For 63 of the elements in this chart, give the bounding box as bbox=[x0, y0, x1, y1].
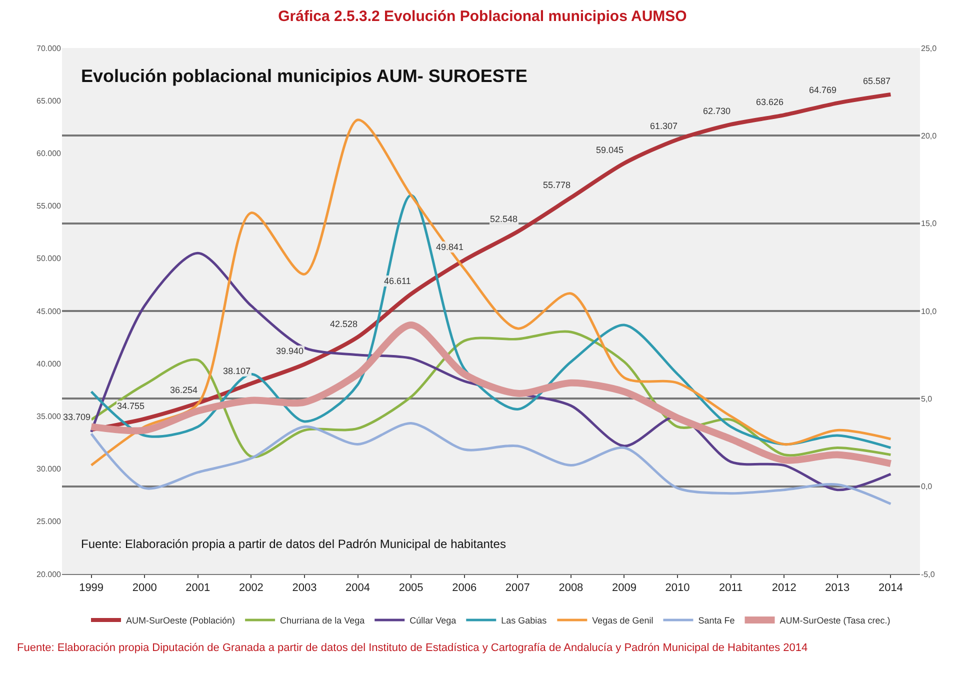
data-label: 61.307 bbox=[650, 121, 678, 131]
x-tick-label: 2003 bbox=[292, 582, 317, 594]
y2-tick-label: 10,0 bbox=[921, 306, 938, 316]
y-tick-label: 45.000 bbox=[36, 306, 62, 316]
line-series bbox=[90, 422, 892, 506]
data-label: 42.528 bbox=[330, 319, 358, 329]
y2-tick-label: 25,0 bbox=[921, 44, 938, 53]
legend-label: Santa Fe bbox=[698, 616, 735, 626]
y2-tick-label: 20,0 bbox=[921, 131, 938, 140]
data-label: 49.841 bbox=[436, 242, 464, 252]
x-tick-label: 2009 bbox=[612, 582, 636, 594]
data-label: 59.045 bbox=[596, 145, 624, 155]
x-tick-label: 2011 bbox=[718, 582, 743, 594]
y-tick-label: 55.000 bbox=[36, 202, 62, 211]
x-tick-label: 2007 bbox=[505, 582, 530, 594]
legend-label: Las Gabias bbox=[501, 616, 548, 626]
x-tick-label: 2000 bbox=[132, 582, 157, 594]
y-tick-label: 40.000 bbox=[36, 359, 62, 368]
y2-tick-label: 0,0 bbox=[921, 482, 933, 492]
data-label: 39.940 bbox=[276, 346, 304, 356]
data-label: 46.611 bbox=[384, 276, 411, 286]
legend-label: Vegas de Genil bbox=[592, 616, 654, 626]
x-tick-label: 2002 bbox=[238, 582, 264, 594]
data-label: 36.254 bbox=[170, 385, 198, 395]
x-tick-label: 2004 bbox=[346, 582, 370, 594]
y-tick-label: 35.000 bbox=[36, 412, 62, 421]
legend-label: Churriana de la Vega bbox=[280, 616, 365, 626]
y2-tick-label: -5,0 bbox=[921, 570, 936, 579]
legend-label: AUM-SurOeste (Población) bbox=[126, 616, 236, 626]
x-tick-label: 2006 bbox=[452, 582, 477, 594]
legend-label: AUM-SurOeste (Tasa crec.) bbox=[780, 616, 890, 626]
y-tick-label: 70.000 bbox=[36, 44, 62, 53]
x-tick-label: 2012 bbox=[772, 582, 796, 594]
data-label: 52.548 bbox=[490, 214, 518, 224]
data-label: 34.755 bbox=[117, 401, 145, 411]
y-tick-label: 20.000 bbox=[36, 570, 62, 579]
y-tick-label: 50.000 bbox=[36, 254, 62, 264]
data-label: 64.769 bbox=[809, 85, 837, 95]
data-label: 33.709 bbox=[63, 412, 91, 422]
y-tick-label: 30.000 bbox=[36, 464, 62, 474]
line-series bbox=[90, 118, 892, 467]
x-tick-label: 2010 bbox=[665, 582, 690, 594]
x-tick-label: 2013 bbox=[825, 582, 850, 594]
annotation: Fuente: Elaboración propia a partir de datos del Padrón Municipal de habitantes bbox=[81, 537, 506, 551]
y2-tick-label: 15,0 bbox=[921, 219, 938, 228]
y2-tick-label: 5,0 bbox=[921, 394, 933, 404]
chart-title: Gráfica 2.5.3.2 Evolución Poblacional municipios AUMSO bbox=[278, 8, 688, 25]
x-tick-label: 2008 bbox=[558, 582, 584, 594]
legend-label: Cúllar Vega bbox=[410, 616, 456, 626]
x-tick-label: 2014 bbox=[878, 582, 903, 594]
data-label: 62.730 bbox=[703, 106, 731, 116]
x-tick-label: 1999 bbox=[79, 582, 104, 594]
data-label: 65.587 bbox=[863, 76, 891, 86]
text: Evolución poblacional municipios AUM- SUROESTE bbox=[81, 66, 528, 86]
y-tick-label: 25.000 bbox=[36, 517, 62, 526]
y-tick-label: 65.000 bbox=[36, 96, 62, 106]
y-tick-label: 60.000 bbox=[36, 149, 62, 158]
data-label: 38.107 bbox=[223, 366, 251, 376]
data-label: 55.778 bbox=[543, 180, 571, 190]
x-tick-label: 2005 bbox=[398, 582, 424, 594]
x-tick-label: 2001 bbox=[186, 582, 210, 594]
data-label: 63.626 bbox=[756, 97, 784, 107]
source-note: Fuente: Elaboración propia Diputación de Granada a partir de datos del Instituto de Estadística y Cartografía de Andalucía y Padrón Municipal de Habitantes 2014 bbox=[17, 642, 808, 654]
